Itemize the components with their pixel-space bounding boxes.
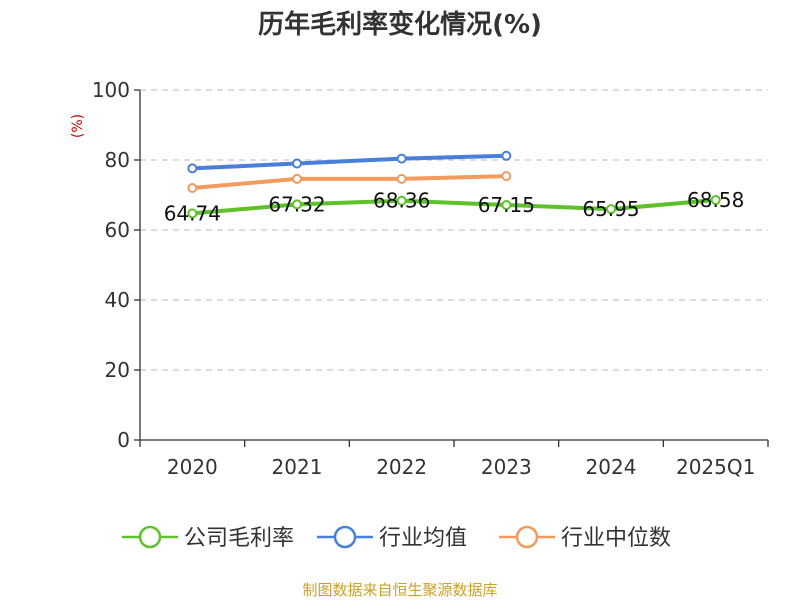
series-point-公司毛利率-2021 [292,199,302,210]
data-source-note: 制图数据来自恒生聚源数据库 [302,581,497,599]
axes [134,89,769,447]
legend-marker-公司毛利率 [138,525,162,549]
y-tick-label-60: 60 [105,218,130,242]
series-point-行业中位数-2021 [292,173,302,184]
data-label-2022: 68.36 [373,189,430,213]
series-lines [187,150,721,219]
legend-marker-行业均值 [333,525,357,549]
series-point-行业中位数-2022 [396,173,407,184]
series-line-公司毛利率 [190,197,718,216]
legend-label-行业中位数: 行业中位数 [561,526,671,551]
x-tick-label-2021: 2021 [272,455,323,479]
data-label-2020: 64.74 [164,201,221,225]
legend: 公司毛利率 行业均值 行业中位数 [122,525,671,551]
series-point-公司毛利率-2022 [396,195,407,206]
chart-title: 历年毛利率变化情况(%) [258,9,542,40]
legend-label-行业均值: 行业均值 [379,526,467,551]
series-point-公司毛利率-2024 [606,204,616,215]
data-label-2021: 67.32 [268,192,325,216]
series-point-行业中位数-2020 [187,183,198,193]
legend-marker-行业中位数 [515,525,539,549]
x-tick-labels: 2020 2021 2022 2023 2024 2025Q1 [167,455,755,479]
series-point-公司毛利率-2020 [187,208,198,219]
data-label-2024: 65.95 [582,197,639,221]
series-point-行业均值-2021 [292,158,302,169]
y-tick-label-100: 100 [92,78,130,102]
y-axis-unit: (%) [70,114,86,138]
x-tick-label-2023: 2023 [481,455,532,479]
data-labels: 64.74 67.32 68.36 67.15 65.95 68.58 [164,188,745,225]
x-tick-label-2025Q1: 2025Q1 [676,455,755,479]
series-point-公司毛利率-2023 [501,199,512,210]
legend-label-公司毛利率: 公司毛利率 [184,526,294,551]
series-point-行业均值-2023 [501,150,512,161]
y-tick-label-80: 80 [105,148,130,172]
data-label-2025Q1: 68.58 [687,188,744,212]
x-tick-label-2020: 2020 [167,455,218,479]
series-line-行业中位数 [190,174,509,190]
y-tick-label-0: 0 [117,428,130,452]
series-line-行业均值 [190,153,509,171]
grid-lines [140,89,768,371]
y-tick-label-20: 20 [105,358,130,382]
y-tick-label-40: 40 [105,288,130,312]
series-point-公司毛利率-2025Q1 [710,194,721,205]
series-point-行业均值-2020 [187,163,198,174]
x-tick-label-2024: 2024 [586,455,637,479]
y-tick-labels: 0 20 40 60 80 100 [92,78,130,452]
x-tick-label-2022: 2022 [376,455,427,479]
series-point-行业均值-2022 [396,153,407,164]
series-point-行业中位数-2023 [501,171,512,182]
data-label-2023: 67.15 [478,193,535,217]
